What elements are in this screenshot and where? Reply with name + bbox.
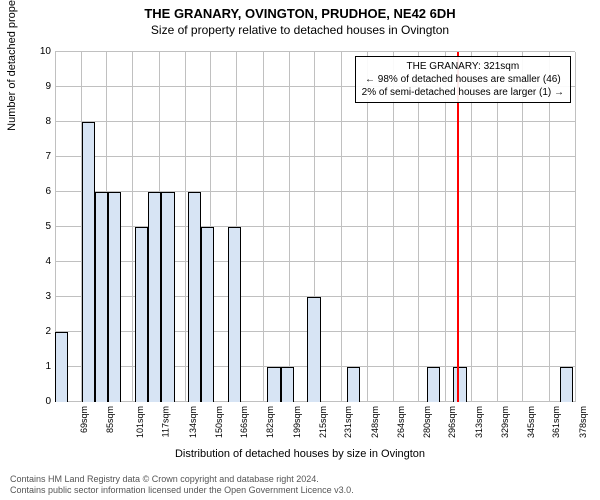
- x-tick-label: 134sqm: [188, 406, 198, 438]
- x-tick-label: 166sqm: [239, 406, 249, 438]
- x-tick-label: 280sqm: [422, 406, 432, 438]
- y-axis-label: Number of detached properties: [6, 0, 18, 230]
- x-tick-label: 345sqm: [526, 406, 536, 438]
- x-tick-label: 296sqm: [447, 406, 457, 438]
- x-tick-label: 329sqm: [500, 406, 510, 438]
- y-tick-label: 8: [31, 116, 51, 127]
- attribution-line-1: Contains HM Land Registry data © Crown c…: [10, 474, 354, 485]
- y-tick-label: 6: [31, 186, 51, 197]
- x-tick-label: 264sqm: [396, 406, 406, 438]
- x-tick-label: 361sqm: [551, 406, 561, 438]
- info-line-2: ← 98% of detached houses are smaller (46…: [362, 73, 564, 86]
- x-tick-label: 199sqm: [292, 406, 302, 438]
- y-tick-label: 7: [31, 151, 51, 162]
- info-line-3: 2% of semi-detached houses are larger (1…: [362, 86, 564, 99]
- x-tick-label: 117sqm: [160, 406, 170, 437]
- y-tick-label: 3: [31, 291, 51, 302]
- x-tick-label: 231sqm: [343, 406, 353, 438]
- y-tick-label: 4: [31, 256, 51, 267]
- y-tick-label: 1: [31, 361, 51, 372]
- x-tick-label: 101sqm: [135, 406, 145, 438]
- reference-info-box: THE GRANARY: 321sqm ← 98% of detached ho…: [355, 56, 571, 103]
- y-tick-label: 9: [31, 81, 51, 92]
- y-tick-label: 5: [31, 221, 51, 232]
- chart-title: THE GRANARY, OVINGTON, PRUDHOE, NE42 6DH: [0, 6, 600, 21]
- chart-container: THE GRANARY: 321sqm ← 98% of detached ho…: [55, 52, 575, 402]
- attribution-text: Contains HM Land Registry data © Crown c…: [10, 474, 354, 496]
- x-tick-label: 248sqm: [370, 406, 380, 438]
- reference-line: [457, 52, 459, 402]
- y-tick-label: 0: [31, 396, 51, 407]
- x-tick-label: 313sqm: [474, 406, 484, 438]
- reference-line-layer: [55, 52, 575, 402]
- x-axis-caption: Distribution of detached houses by size …: [0, 448, 600, 460]
- plot-area: THE GRANARY: 321sqm ← 98% of detached ho…: [55, 52, 575, 402]
- attribution-line-2: Contains public sector information licen…: [10, 485, 354, 496]
- x-tick-label: 150sqm: [214, 406, 224, 438]
- y-tick-label: 10: [31, 46, 51, 57]
- x-tick-label: 85sqm: [105, 406, 115, 433]
- y-tick-label: 2: [31, 326, 51, 337]
- x-tick-label: 182sqm: [265, 406, 275, 438]
- x-tick-label: 69sqm: [79, 406, 89, 433]
- vertical-gridline: [575, 52, 576, 402]
- x-tick-label: 215sqm: [318, 406, 328, 438]
- x-tick-label: 378sqm: [578, 406, 588, 438]
- chart-subtitle: Size of property relative to detached ho…: [0, 23, 600, 37]
- info-line-1: THE GRANARY: 321sqm: [362, 60, 564, 73]
